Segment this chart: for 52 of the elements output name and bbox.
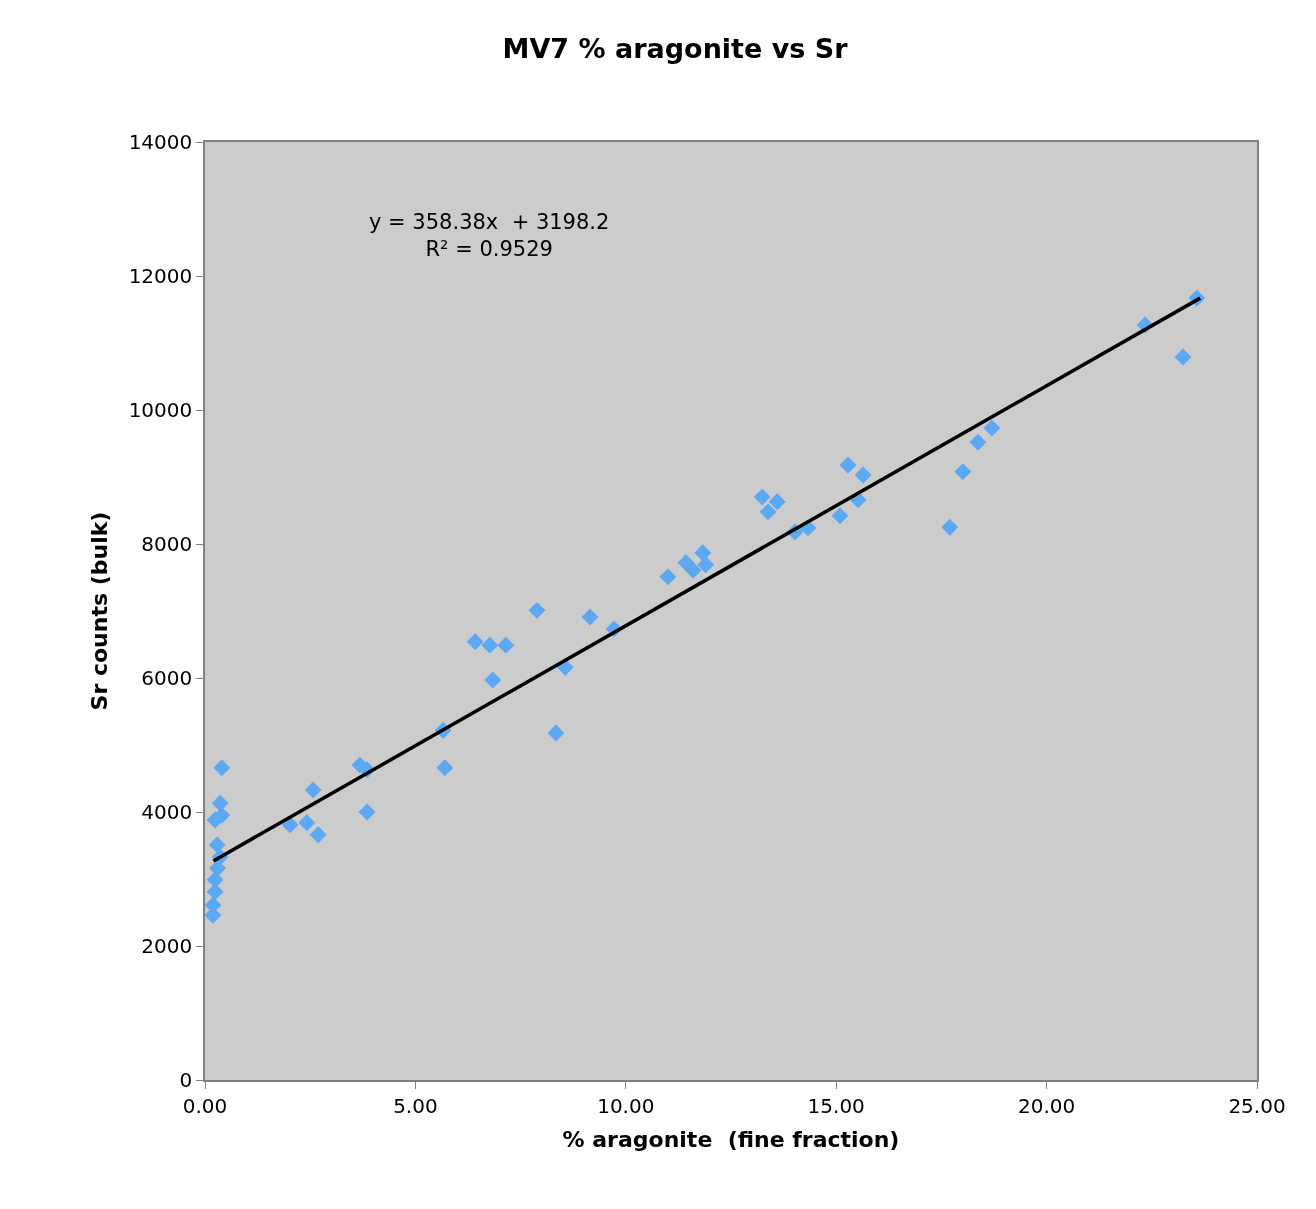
annotation: y = 358.38x + 3198.2 [369, 210, 610, 234]
point [694, 544, 712, 562]
y-tick-label: 2000 [141, 934, 193, 958]
point [854, 466, 872, 484]
y-tick-label: 10000 [128, 398, 193, 422]
y-tick-label: 0 [179, 1068, 193, 1092]
point [768, 493, 786, 511]
point [206, 883, 224, 901]
point [581, 608, 599, 626]
point [759, 503, 777, 521]
point [941, 518, 959, 536]
y-tick-label: 14000 [128, 130, 193, 154]
point [547, 724, 565, 742]
point [213, 759, 231, 777]
point [497, 636, 515, 654]
y-tick-label: 12000 [128, 264, 193, 288]
point [309, 826, 327, 844]
point [831, 507, 849, 525]
point [298, 814, 316, 832]
point [211, 794, 229, 812]
point [436, 759, 454, 777]
point [983, 419, 1001, 437]
x-axis-title: % aragonite (fine fraction) [562, 1127, 900, 1153]
point [753, 488, 771, 506]
point [358, 803, 376, 821]
point [481, 636, 499, 654]
y-axis-title: Sr counts (bulk) [86, 511, 112, 711]
point [281, 816, 299, 834]
point [209, 859, 227, 877]
point [466, 633, 484, 651]
y-tick-label: 6000 [141, 666, 193, 690]
x-tick-label: 20.00 [1017, 1093, 1076, 1118]
point [208, 836, 226, 854]
point [528, 601, 546, 619]
x-tick-label: 10.00 [597, 1093, 655, 1118]
x-tick-label: 25.00 [1228, 1093, 1286, 1118]
point [954, 463, 972, 481]
y-tick-label: 8000 [141, 532, 193, 556]
x-tick-label: 5.00 [393, 1093, 438, 1118]
point [659, 568, 677, 586]
point [839, 456, 857, 474]
point [969, 433, 987, 451]
point [1174, 348, 1192, 366]
x-tick-label: 0.00 [182, 1093, 228, 1118]
y-tick-label: 4000 [141, 800, 193, 824]
annotation: R² = 0.9529 [425, 237, 553, 262]
point [697, 556, 715, 574]
chart-title: MV7 % aragonite vs Sr [502, 32, 849, 64]
point [684, 561, 702, 579]
point [484, 671, 502, 689]
point [304, 781, 322, 799]
x-tick-label: 15.00 [807, 1093, 865, 1118]
